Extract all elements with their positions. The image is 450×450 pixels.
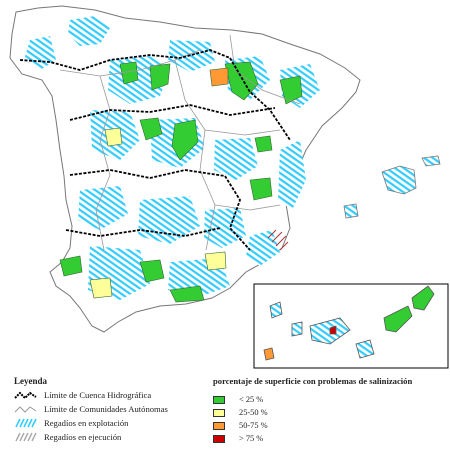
canary-islands <box>263 285 435 361</box>
spain-irrigation-map <box>9 5 449 369</box>
salinization-class-label: > 75 % <box>239 434 264 443</box>
legend-label: Límite de Comunidades Autónomas <box>44 404 168 414</box>
salinization-title: porcentaje de superficie con problemas d… <box>213 376 413 386</box>
map-legend: Leyenda Límite de Cuenca Hidrográfica Lí… <box>0 372 450 450</box>
region-boundary-icon <box>14 406 37 413</box>
legend-title: Leyenda <box>14 376 48 386</box>
legend-label: Regadíos en explotación <box>44 418 129 428</box>
swatch-green <box>213 395 225 404</box>
salinization-class-label: 50-75 % <box>239 421 268 430</box>
irrigation-under-construction-area <box>267 229 289 251</box>
salinization-patches <box>59 61 413 303</box>
irrigation-construction-icon <box>15 432 37 442</box>
legend-label: Límite de Cuenca Hidrográfica <box>44 390 152 400</box>
salinization-class: 50-75 % <box>213 420 268 431</box>
basin-boundaries <box>19 49 291 251</box>
salinization-class: 25-50 % <box>213 407 268 418</box>
salinization-class-label: 25-50 % <box>239 408 268 417</box>
swatch-red <box>213 434 225 443</box>
legend-item-basin: Límite de Cuenca Hidrográfica <box>14 389 151 401</box>
legend-item-irrigation-operating: Regadíos en explotación <box>14 417 128 429</box>
legend-item-irrigation-construction: Regadíos en ejecución <box>14 431 121 443</box>
salinization-class-label: < 25 % <box>239 395 264 404</box>
balearic-islands <box>343 155 441 219</box>
swatch-orange <box>213 421 225 430</box>
legend-label: Regadíos en ejecución <box>44 432 122 442</box>
irrigation-operating-icon <box>15 418 37 428</box>
salinization-class: > 75 % <box>213 433 263 444</box>
swatch-yellow <box>213 408 225 417</box>
salinization-class: < 25 % <box>213 394 263 405</box>
basin-boundary-icon <box>14 391 37 400</box>
legend-item-region: Límite de Comunidades Autónomas <box>14 403 168 415</box>
